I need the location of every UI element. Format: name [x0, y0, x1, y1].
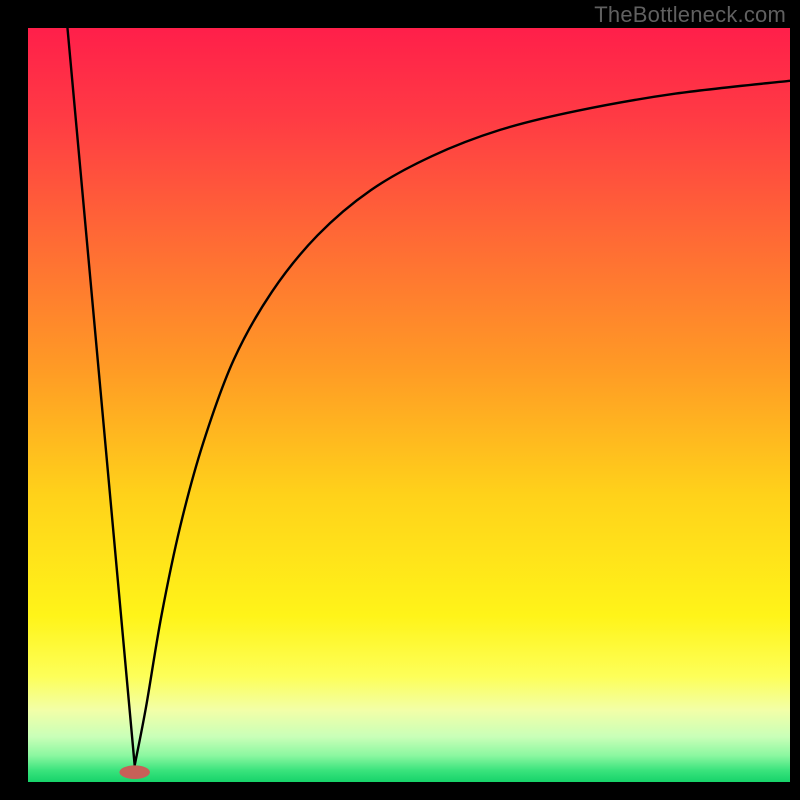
minimum-marker	[119, 765, 149, 779]
chart-svg	[28, 28, 790, 782]
gradient-background	[28, 28, 790, 782]
plot-area	[28, 28, 790, 782]
watermark-label: TheBottleneck.com	[594, 2, 786, 28]
chart-frame: TheBottleneck.com	[0, 0, 800, 800]
